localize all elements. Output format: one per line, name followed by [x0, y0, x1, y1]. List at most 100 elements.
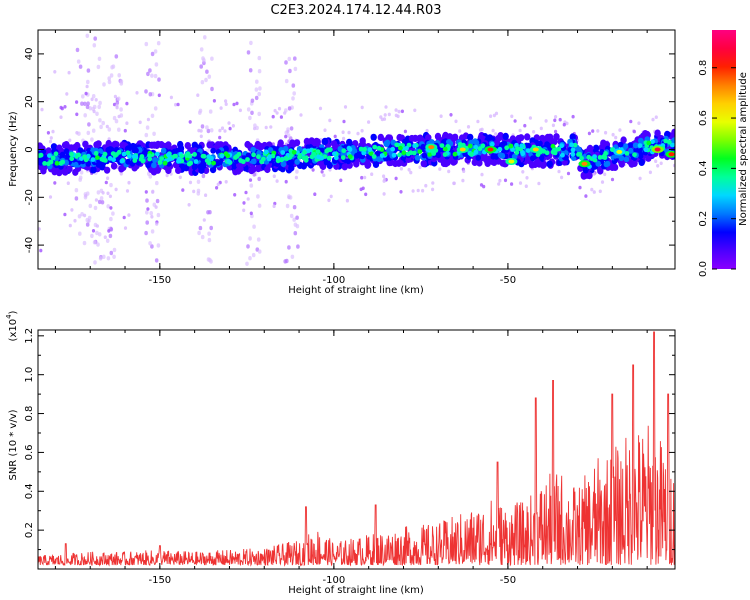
spectrogram-speckle: [284, 60, 288, 65]
spectrogram-cell: [191, 164, 198, 171]
spectrogram-speckle: [327, 198, 331, 203]
spectrogram-cell: [250, 146, 256, 153]
spectrogram-speckle: [313, 192, 317, 196]
spectrogram-speckle: [150, 113, 155, 119]
spectrogram-cell: [159, 156, 165, 162]
spectrogram-speckle: [59, 105, 63, 110]
spectrogram-speckle: [387, 112, 391, 117]
spectrogram-speckle: [462, 169, 466, 173]
spectrogram-speckle: [78, 231, 82, 236]
spectrogram-cell: [368, 151, 374, 157]
spectrogram-speckle: [67, 70, 71, 75]
spectrogram-cell: [282, 145, 289, 152]
spectrogram-speckle: [227, 121, 231, 125]
spectrogram-speckle: [156, 212, 161, 218]
spectrogram-speckle: [277, 106, 282, 111]
spectrogram-cell: [569, 142, 574, 148]
spectrogram-cell: [114, 152, 119, 157]
spectrogram-speckle: [295, 169, 299, 174]
spectrogram-speckle: [146, 207, 150, 211]
spectrogram-cell: [623, 156, 630, 163]
spectrogram-speckle: [138, 120, 142, 125]
spectrogram-speckle: [150, 229, 155, 234]
spectrogram-cell: [525, 142, 532, 149]
spectrogram-cell: [417, 149, 423, 155]
spectrogram-cell: [245, 157, 250, 162]
spectrogram-cell: [536, 160, 543, 168]
spectrogram-cell: [280, 161, 287, 168]
spectrogram-speckle: [90, 97, 94, 102]
spectrogram-speckle: [289, 126, 294, 131]
spectrogram-speckle: [416, 188, 420, 193]
spectrogram-speckle: [287, 56, 292, 62]
spectrogram-speckle: [49, 136, 53, 140]
spectrogram-speckle: [248, 178, 253, 182]
spectrogram-cell: [302, 150, 307, 155]
spectrogram-cell: [394, 142, 400, 148]
spectrogram-speckle: [157, 93, 161, 98]
spectrogram-cell: [362, 146, 367, 152]
spectrogram-speckle: [73, 218, 77, 223]
spectrogram-speckle: [286, 129, 290, 134]
spectrogram-speckle: [284, 78, 289, 84]
spectrogram-speckle: [202, 218, 206, 222]
spectrogram-speckle: [363, 175, 367, 180]
spectrogram-cell: [211, 160, 217, 166]
spectrogram-speckle: [114, 187, 118, 192]
spectrogram-speckle: [341, 130, 345, 134]
spectrogram-speckle: [127, 180, 131, 185]
snr-panel: -150 -100 -50 0.2 0.4 0.6 0.8 1.0 1.2 Height of …: [5, 310, 676, 596]
spectrogram-speckle: [92, 104, 97, 110]
snr-axes: -150 -100 -50 0.2 0.4 0.6 0.8 1.0 1.2: [24, 328, 675, 586]
spectrogram-speckle: [97, 104, 101, 110]
spectrogram-speckle: [637, 121, 641, 125]
y-tick-label: 0.6: [24, 444, 35, 460]
spectrogram-speckle: [87, 215, 92, 221]
spectrogram-cell: [90, 157, 96, 163]
spectrogram-speckle: [144, 230, 148, 236]
spectrogram-speckle: [228, 126, 232, 131]
spectrogram-speckle: [258, 86, 262, 91]
spectrogram-cell: [293, 139, 301, 147]
spectrogram-speckle: [248, 68, 253, 73]
spectrogram-speckle: [116, 96, 121, 101]
spectrogram-speckle: [249, 40, 253, 46]
spectrogram-speckle: [200, 124, 205, 129]
spectrogram-speckle: [513, 119, 517, 123]
spectrogram-speckle: [571, 114, 575, 119]
spectrogram-peak: [581, 161, 588, 166]
spectrogram-speckle: [96, 64, 101, 70]
spectrogram-speckle: [63, 212, 67, 217]
spectrogram-heatmap: [38, 33, 675, 266]
spectrogram-speckle: [285, 203, 290, 209]
spectrogram-speckle: [146, 117, 150, 122]
spectrogram-cell: [353, 160, 360, 168]
spectrogram-cell: [50, 155, 56, 161]
spectrogram-cell: [177, 140, 184, 149]
spectrogram-cell: [477, 146, 483, 152]
spectrogram-speckle: [205, 69, 209, 74]
spectrogram-ylabel: Frequency (Hz): [8, 111, 19, 187]
spectrogram-speckle: [431, 181, 435, 185]
spectrogram-speckle: [479, 183, 484, 187]
spectrogram-cell: [38, 153, 43, 158]
spectrogram-cell: [64, 153, 71, 160]
spectrogram-cell: [379, 153, 385, 158]
spectrogram-speckle: [135, 91, 139, 95]
spectrogram-speckle: [78, 175, 83, 180]
spectrogram-speckle: [220, 126, 225, 130]
spectrogram-speckle: [155, 222, 159, 226]
spectrogram-speckle: [421, 188, 425, 193]
spectrogram-speckle: [38, 227, 41, 231]
spectrogram-speckle: [672, 163, 675, 168]
spectrogram-speckle: [119, 81, 124, 86]
spectrogram-cell: [210, 147, 216, 154]
spectrogram-speckle: [287, 106, 292, 111]
spectrogram-speckle: [199, 64, 203, 69]
spectrogram-cell: [359, 137, 366, 145]
spectrogram-speckle: [248, 115, 252, 121]
spectrogram-speckle: [596, 129, 600, 133]
spectrogram-speckle: [224, 102, 228, 106]
spectrogram-speckle: [246, 244, 250, 249]
spectrogram-speckle: [539, 126, 543, 131]
